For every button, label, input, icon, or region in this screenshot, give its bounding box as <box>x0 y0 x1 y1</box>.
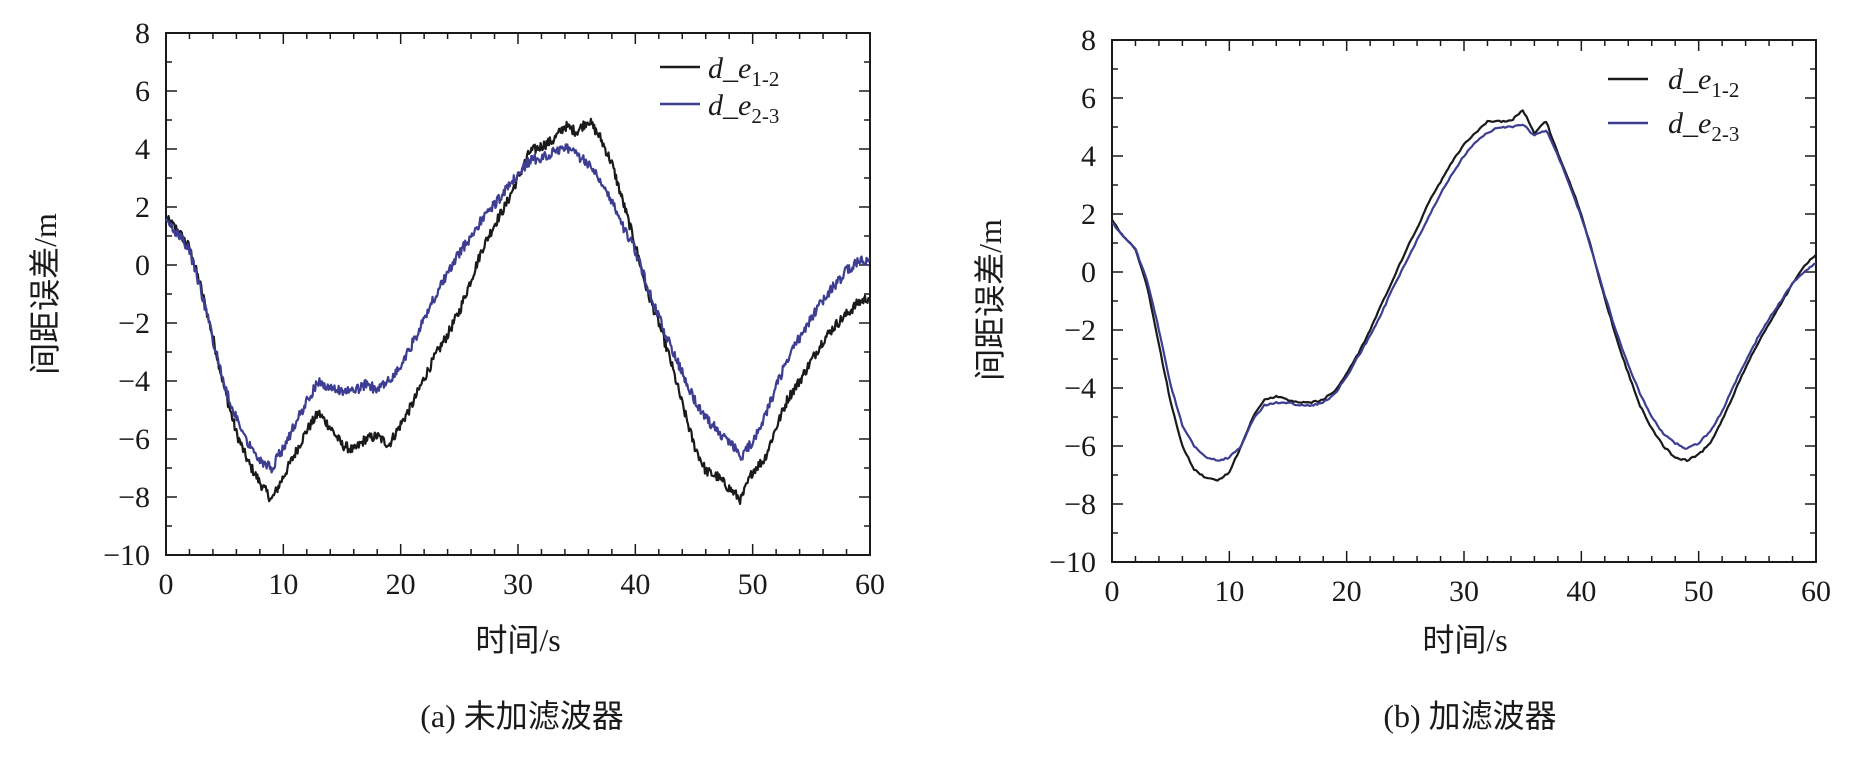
x-tick-label: 60 <box>855 568 885 601</box>
tick-marks <box>1111 39 1817 563</box>
y-tick-label: 2 <box>1081 198 1096 231</box>
chart-panel-a: −10 −8 −6 −4 −2 0 2 4 6 8 0 10 20 30 40 50 60 时间/s 间距误差… <box>27 17 885 734</box>
chart-panel-b: −10 −8 −6 −4 −2 0 2 4 6 8 0 10 20 30 40 50 60 时间/s 间距误差… <box>972 24 1831 734</box>
x-axis-title: 时间/s <box>475 622 560 658</box>
legend: d_e1-2 d_e2-3 <box>660 52 779 128</box>
y-tick-label: −6 <box>118 423 150 456</box>
legend: d_e1-2 d_e2-3 <box>1608 63 1739 146</box>
x-tick-label: 40 <box>1566 575 1596 608</box>
chart-caption: (a) 未加滤波器 <box>420 698 624 734</box>
y-tick-label: −10 <box>1049 546 1096 579</box>
y-tick-label: 8 <box>135 17 150 50</box>
y-tick-label: 8 <box>1081 24 1096 57</box>
x-tick-label: 0 <box>159 568 174 601</box>
series-line-1-2 <box>1111 109 1817 482</box>
y-tick-labels: −10 −8 −6 −4 −2 0 2 4 6 8 <box>103 17 150 572</box>
y-tick-label: 0 <box>1081 256 1096 289</box>
y-tick-label: 0 <box>135 249 150 282</box>
y-tick-label: −6 <box>1064 430 1096 463</box>
chart-caption: (b) 加滤波器 <box>1383 698 1556 734</box>
series-lines <box>164 117 872 505</box>
y-tick-label: −8 <box>118 481 150 514</box>
x-tick-label: 50 <box>738 568 768 601</box>
y-tick-label: −2 <box>118 307 150 340</box>
series-line-2-3 <box>1111 123 1817 462</box>
legend-label-1-2: d_e1-2 <box>708 52 779 91</box>
y-tick-label: −10 <box>103 539 150 572</box>
tick-marks <box>165 32 871 556</box>
y-tick-labels: −10 −8 −6 −4 −2 0 2 4 6 8 <box>1049 24 1096 579</box>
y-tick-label: 2 <box>135 191 150 224</box>
legend-label-2-3: d_e2-3 <box>708 89 779 128</box>
x-tick-label: 60 <box>1801 575 1831 608</box>
y-tick-label: −8 <box>1064 488 1096 521</box>
x-tick-label: 20 <box>386 568 416 601</box>
y-tick-label: −4 <box>1064 372 1096 405</box>
y-tick-label: 6 <box>135 75 150 108</box>
x-axis-title: 时间/s <box>1422 622 1507 658</box>
x-tick-label: 50 <box>1684 575 1714 608</box>
y-axis-title: 间距误差/m <box>27 213 63 375</box>
y-tick-label: −4 <box>118 365 150 398</box>
y-axis-title: 间距误差/m <box>972 219 1008 381</box>
series-line-2-3 <box>164 143 871 474</box>
x-tick-label: 30 <box>1449 575 1479 608</box>
y-tick-label: 4 <box>1081 140 1096 173</box>
x-tick-label: 0 <box>1105 575 1120 608</box>
legend-label-2-3: d_e2-3 <box>1668 107 1739 146</box>
x-tick-label: 30 <box>503 568 533 601</box>
x-tick-label: 10 <box>268 568 298 601</box>
y-tick-label: 4 <box>135 133 150 166</box>
series-lines <box>1111 109 1817 482</box>
x-tick-label: 20 <box>1332 575 1362 608</box>
x-tick-label: 40 <box>620 568 650 601</box>
x-tick-labels: 0 10 20 30 40 50 60 <box>1105 575 1832 608</box>
y-tick-label: 6 <box>1081 82 1096 115</box>
y-tick-label: −2 <box>1064 314 1096 347</box>
x-tick-label: 10 <box>1214 575 1244 608</box>
legend-label-1-2: d_e1-2 <box>1668 63 1739 102</box>
x-tick-labels: 0 10 20 30 40 50 60 <box>159 568 886 601</box>
